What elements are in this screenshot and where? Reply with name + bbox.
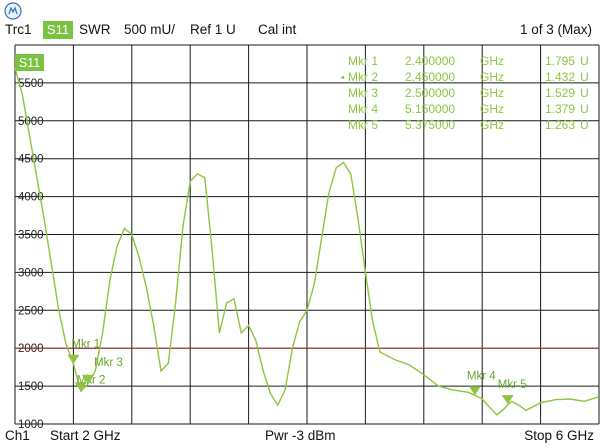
y-tick-label: 1500 xyxy=(18,381,44,393)
y-tick-label: 4000 xyxy=(18,192,44,204)
reference-value[interactable]: Ref 1 U xyxy=(190,22,236,37)
trace-param-badge[interactable]: S11 xyxy=(43,21,73,39)
channel-label[interactable]: Ch1 xyxy=(5,428,30,443)
marker-name: Mkr 3 xyxy=(348,86,378,100)
marker-value-unit: U xyxy=(580,102,589,116)
marker-value: 1.379 xyxy=(545,102,575,116)
y-tick-label: 2000 xyxy=(18,343,44,355)
marker-triangle xyxy=(82,374,94,384)
marker-triangle xyxy=(501,395,514,405)
marker-frequency: 2.400000 xyxy=(405,54,455,68)
trace-label: S11 xyxy=(19,56,40,70)
marker-frequency-unit: GHz xyxy=(480,86,504,100)
marker-frequency-unit: GHz xyxy=(480,70,504,84)
marker-frequency: 5.375000 xyxy=(405,118,455,132)
marker-name: Mkr 2 xyxy=(348,70,378,84)
marker-label: Mkr 4 xyxy=(467,370,496,382)
y-axis-ticks: 1000 1500 2000 2500 3000 3500 4000 4500 5000 5500 xyxy=(18,78,44,431)
marker-frequency-unit: GHz xyxy=(480,102,504,116)
y-tick-label: 1000 xyxy=(18,419,44,431)
marker-value: 1.529 xyxy=(545,86,575,100)
marker-label: Mkr 5 xyxy=(498,379,527,391)
y-tick-label: 2500 xyxy=(18,305,44,317)
start-frequency[interactable]: Start 2 GHz xyxy=(50,428,121,443)
marker-triangle xyxy=(67,354,80,364)
marker-value: 1.263 xyxy=(545,118,575,132)
marker-frequency: 2.500000 xyxy=(405,86,455,100)
marker-value-unit: U xyxy=(580,86,589,100)
marker-value: 1.432 xyxy=(545,70,575,84)
marker-frequency: 5.150000 xyxy=(405,102,455,116)
rohde-schwarz-logo xyxy=(4,2,22,20)
marker-value-unit: U xyxy=(580,54,589,68)
trace-label-badge xyxy=(15,54,44,71)
y-tick-label: 4500 xyxy=(18,154,44,166)
marker-value-unit: U xyxy=(580,70,589,84)
stop-frequency[interactable]: Stop 6 GHz xyxy=(524,428,594,443)
marker-table: Mkr 1 2.400000 GHz 1.795 U • Mkr 2 2.450000 GHz 1… xyxy=(341,54,589,132)
marker-name: Mkr 5 xyxy=(348,118,378,132)
marker-label: Mkr 1 xyxy=(71,339,100,351)
source-power[interactable]: Pwr -3 dBm xyxy=(265,428,336,443)
trace-name[interactable]: Trc1 xyxy=(5,22,32,37)
marker-frequency-unit: GHz xyxy=(480,54,504,68)
calibration-status[interactable]: Cal int xyxy=(258,22,297,37)
marker-frequency: 2.450000 xyxy=(405,70,455,84)
marker-value: 1.795 xyxy=(545,54,575,68)
y-tick-label: 5500 xyxy=(18,78,44,90)
trace-scale[interactable]: 500 mU/ xyxy=(124,22,176,37)
trace-format[interactable]: SWR xyxy=(79,22,111,37)
marker-value-unit: U xyxy=(580,118,589,132)
marker-frequency-unit: GHz xyxy=(480,118,504,132)
y-tick-label: 3500 xyxy=(18,230,44,242)
y-tick-label: 5000 xyxy=(18,116,44,128)
marker-triangle xyxy=(74,382,87,392)
active-marker-bullet: • xyxy=(341,72,345,84)
marker-label: Mkr 3 xyxy=(94,357,123,369)
y-tick-label: 3000 xyxy=(18,267,44,279)
trace-line-s11 xyxy=(14,67,600,416)
marker-name: Mkr 1 xyxy=(348,54,378,68)
marker-name: Mkr 4 xyxy=(348,102,378,116)
page-indicator[interactable]: 1 of 3 (Max) xyxy=(519,22,592,37)
marker-triangle xyxy=(468,386,481,396)
